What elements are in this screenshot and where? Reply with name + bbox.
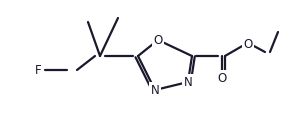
Text: O: O [243,39,253,51]
Text: O: O [153,34,163,46]
Text: F: F [35,63,41,76]
Text: N: N [184,76,192,88]
Text: N: N [151,83,159,97]
Text: O: O [217,71,227,85]
